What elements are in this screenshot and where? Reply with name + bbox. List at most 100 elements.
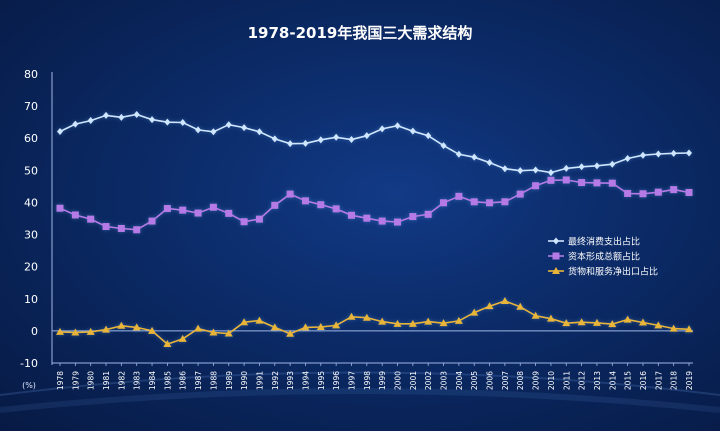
data-point bbox=[271, 135, 278, 143]
data-point bbox=[547, 176, 555, 184]
background-decoration bbox=[0, 371, 720, 413]
data-point bbox=[639, 151, 646, 159]
data-point bbox=[102, 325, 111, 333]
data-point bbox=[271, 201, 279, 209]
data-point bbox=[655, 150, 662, 158]
data-point bbox=[563, 164, 570, 172]
legend-item: 最终消费支出占比 bbox=[548, 236, 640, 248]
data-point bbox=[685, 188, 693, 196]
data-point bbox=[209, 328, 218, 336]
data-point bbox=[394, 122, 401, 130]
data-point bbox=[209, 203, 217, 211]
x-tick-label: 2011 bbox=[562, 371, 571, 390]
data-point bbox=[332, 321, 341, 329]
data-point bbox=[454, 316, 463, 324]
data-point bbox=[639, 190, 647, 198]
data-point bbox=[624, 189, 632, 197]
x-tick-label: 1994 bbox=[301, 371, 310, 390]
legend-label: 资本形成总额占比 bbox=[568, 251, 640, 263]
data-point bbox=[486, 199, 494, 207]
data-point bbox=[471, 153, 478, 161]
y-tick-label: -10 bbox=[20, 357, 38, 370]
data-point bbox=[593, 179, 601, 187]
data-point bbox=[440, 142, 447, 150]
data-point bbox=[71, 211, 79, 219]
x-tick-label: 1998 bbox=[363, 371, 372, 390]
data-point bbox=[348, 136, 355, 144]
x-tick-label: 2016 bbox=[639, 371, 648, 390]
data-point bbox=[547, 169, 554, 177]
x-tick-label: 2003 bbox=[440, 371, 449, 390]
deco-arc bbox=[0, 371, 720, 396]
data-point bbox=[562, 319, 571, 327]
data-point bbox=[500, 297, 509, 305]
deco-arc bbox=[0, 388, 720, 413]
data-point bbox=[301, 197, 309, 205]
x-tick-label: 2019 bbox=[685, 371, 694, 390]
series-3 bbox=[56, 297, 693, 348]
data-point bbox=[501, 198, 509, 206]
x-tick-label: 2008 bbox=[516, 371, 525, 390]
series-line bbox=[59, 113, 690, 174]
data-point bbox=[87, 215, 95, 223]
data-point bbox=[225, 209, 233, 217]
data-point bbox=[148, 326, 157, 334]
x-tick-label: 1992 bbox=[271, 371, 280, 390]
x-tick-label: 2002 bbox=[424, 371, 433, 390]
data-point bbox=[408, 319, 417, 327]
data-point bbox=[56, 204, 64, 212]
data-point bbox=[440, 199, 448, 207]
data-point bbox=[608, 179, 616, 187]
data-point bbox=[638, 318, 647, 326]
y-tick-label: 70 bbox=[24, 100, 38, 113]
data-point bbox=[317, 136, 324, 144]
data-point bbox=[163, 340, 172, 348]
data-point bbox=[685, 325, 693, 333]
data-point bbox=[103, 111, 110, 119]
x-tick-label: 2006 bbox=[486, 371, 495, 390]
x-tick-label: 2007 bbox=[501, 371, 510, 390]
x-tick-label: 2013 bbox=[593, 371, 602, 390]
data-point bbox=[302, 139, 309, 147]
x-tick-label: 1999 bbox=[378, 371, 387, 390]
data-point bbox=[516, 302, 525, 310]
data-point bbox=[102, 223, 110, 231]
data-point bbox=[439, 319, 448, 327]
x-tick-label: 2009 bbox=[532, 371, 541, 390]
data-point bbox=[608, 320, 617, 328]
data-point bbox=[256, 128, 263, 136]
data-point bbox=[669, 324, 678, 332]
data-point bbox=[394, 218, 402, 226]
data-point bbox=[532, 166, 539, 174]
data-point bbox=[178, 334, 187, 342]
x-tick-label: 2004 bbox=[455, 371, 464, 390]
data-point bbox=[470, 308, 479, 316]
data-point bbox=[164, 118, 171, 126]
y-tick-label: 20 bbox=[24, 261, 38, 274]
y-tick-label: 60 bbox=[24, 132, 38, 145]
legend-label: 货物和服务净出口占比 bbox=[568, 266, 658, 278]
data-point bbox=[57, 127, 63, 135]
data-point bbox=[210, 128, 217, 136]
data-point bbox=[255, 215, 263, 223]
data-point bbox=[240, 318, 249, 326]
data-point bbox=[624, 154, 631, 162]
x-tick-label: 1982 bbox=[117, 371, 126, 390]
data-point bbox=[686, 149, 692, 157]
data-point bbox=[517, 167, 524, 175]
data-point bbox=[286, 190, 294, 198]
legend-label: 最终消费支出占比 bbox=[568, 236, 640, 248]
legend-marker bbox=[552, 252, 560, 260]
data-point bbox=[670, 186, 678, 194]
data-point bbox=[425, 132, 432, 140]
data-point bbox=[71, 328, 80, 336]
y-tick-label: 40 bbox=[24, 196, 38, 209]
legend-item: 资本形成总额占比 bbox=[548, 251, 640, 263]
data-point bbox=[593, 162, 600, 170]
data-point bbox=[225, 121, 232, 129]
data-point bbox=[316, 323, 325, 331]
data-point bbox=[333, 133, 340, 141]
data-point bbox=[531, 311, 540, 319]
x-tick-label: 1989 bbox=[225, 371, 234, 390]
data-point bbox=[363, 214, 371, 222]
